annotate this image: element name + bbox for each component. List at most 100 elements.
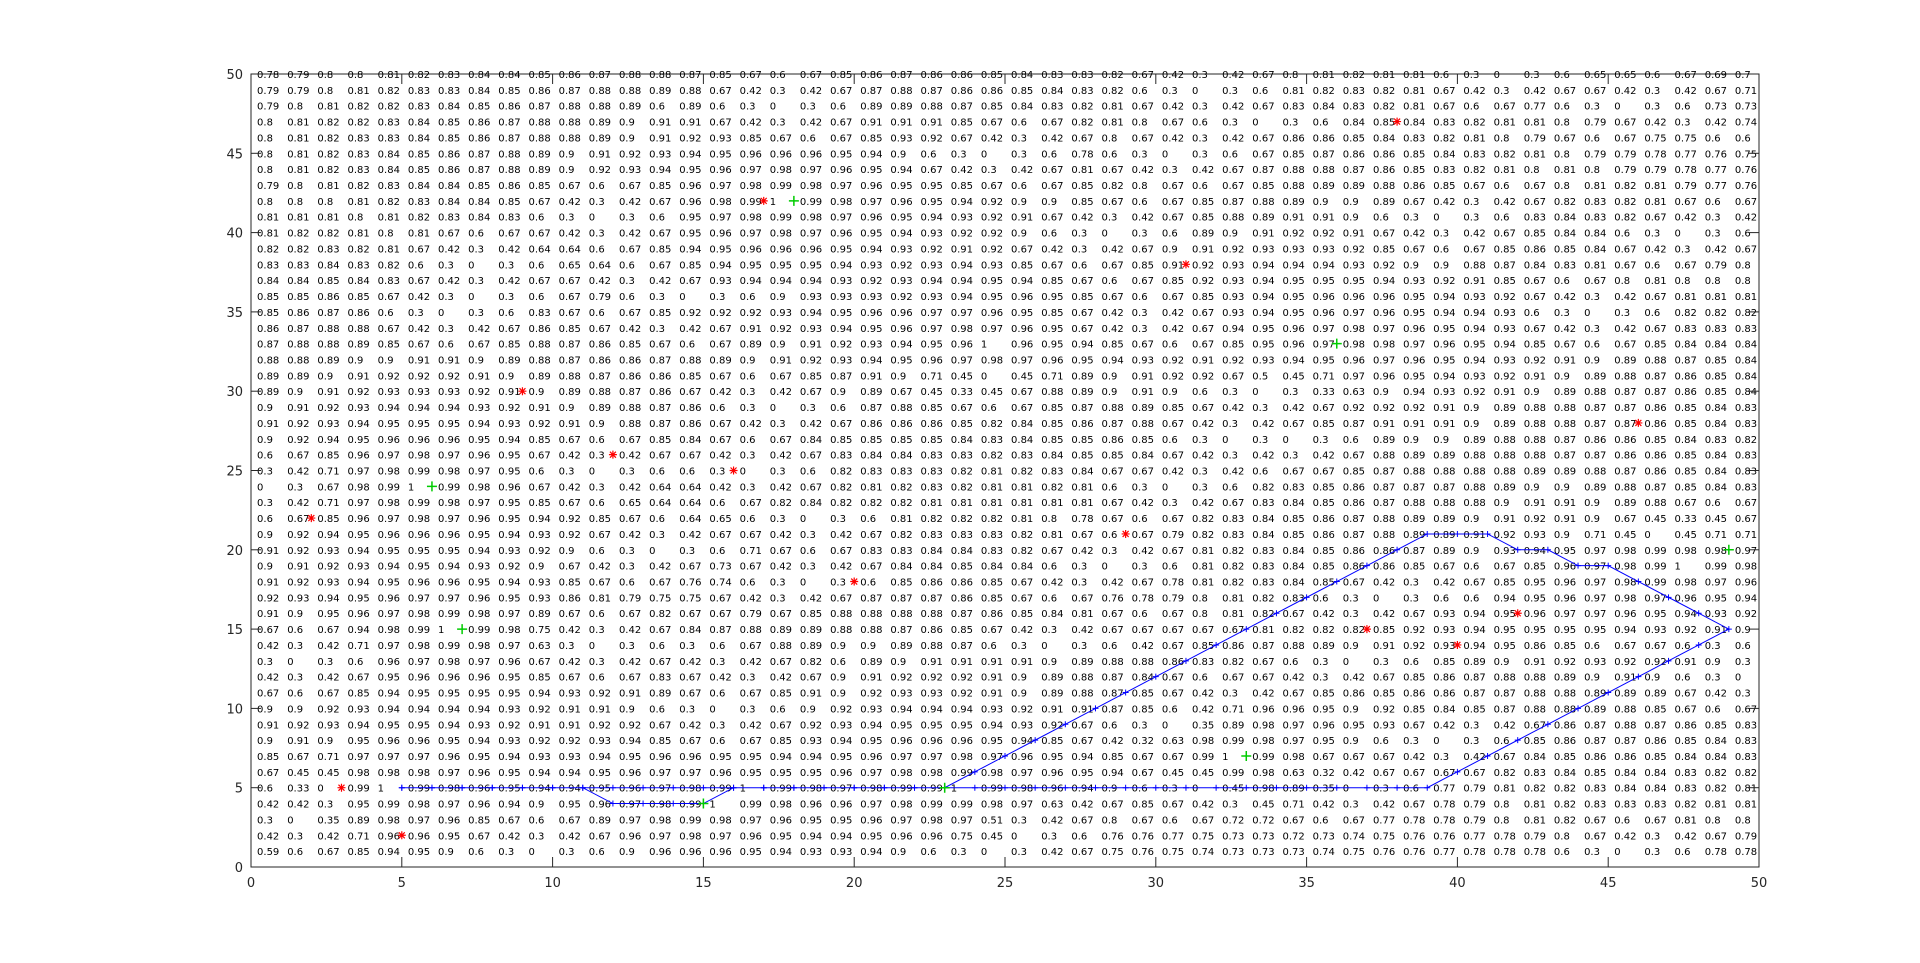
grid-value-label: 0.98 [408,768,430,779]
grid-value-label: 0.87 [890,70,912,81]
grid-value-label: 0.42 [438,244,460,255]
grid-value-label: 0.42 [1132,641,1154,652]
grid-value-label: 0.92 [890,673,912,684]
grid-value-label: 0 [981,149,987,160]
grid-value-label: 0.33 [1675,514,1697,525]
grid-value-label: 0.95 [589,784,611,795]
grid-value-label: 0.74 [709,578,731,589]
grid-value-label: 0.42 [770,387,792,398]
grid-value-label: 0.79 [1735,831,1757,842]
grid-value-label: 0.6 [1554,276,1570,287]
grid-value-label: 0.94 [528,689,550,700]
grid-value-label: 0.81 [1524,118,1546,129]
grid-value-label: 0.3 [1433,229,1449,240]
grid-value-label: 0.83 [830,451,852,462]
grid-value-label: 0.91 [770,355,792,366]
grid-value-label: 0 [1343,784,1349,795]
grid-value-label: 0.87 [1584,419,1606,430]
grid-value-label: 0.3 [709,292,725,303]
grid-value-label: 0.6 [1494,736,1510,747]
grid-value-label: 0.67 [1102,197,1124,208]
grid-value-label: 0.67 [709,435,731,446]
grid-value-label: 0.94 [378,704,400,715]
grid-value-label: 0.6 [709,641,725,652]
grid-value-label: 0.86 [951,593,973,604]
grid-value-label: 0.96 [619,831,641,842]
grid-value-label: 0.83 [1282,102,1304,113]
grid-value-label: 0.85 [1071,181,1093,192]
grid-value-label: 0.6 [981,403,997,414]
grid-value-label: 0.83 [860,546,882,557]
grid-value-label: 0.98 [468,482,490,493]
grid-value-label: 0.67 [287,514,309,525]
grid-value-label: 0.67 [1071,308,1093,319]
grid-value-label: 0.91 [649,118,671,129]
grid-value-label: 0.94 [679,149,701,160]
grid-value-label: 0.67 [1614,514,1636,525]
grid-value-label: 0.83 [1071,70,1093,81]
grid-value-label: 0.83 [1252,578,1274,589]
grid-value-label: 0.67 [619,609,641,620]
grid-value-label: 0.6 [649,102,665,113]
grid-value-label: 0.89 [1132,403,1154,414]
grid-value-label: 0.42 [1614,324,1636,335]
grid-value-label: 0.87 [890,593,912,604]
grid-value-label: 0.3 [1584,324,1600,335]
grid-value-label: 0.98 [1282,752,1304,763]
grid-value-label: 0.92 [287,419,309,430]
x-tick-label: 15 [695,876,712,891]
grid-value-label: 0.84 [1524,260,1546,271]
grid-value-label: 0.94 [860,149,882,160]
grid-value-label: 0.3 [740,102,756,113]
grid-value-label: 0.85 [1192,292,1214,303]
grid-value-label: 0.3 [619,641,635,652]
path-node-marker [1182,657,1189,664]
grid-value-label: 0.85 [1343,467,1365,478]
grid-value-label: 0.73 [1313,831,1335,842]
grid-value-label: 0 [1282,435,1288,446]
grid-value-label: 0.87 [1614,736,1636,747]
grid-value-label: 0.42 [1222,102,1244,113]
grid-value-label: 0.96 [468,768,490,779]
grid-value-label: 0.3 [257,467,273,478]
grid-value-label: 0.84 [1041,609,1063,620]
grid-value-label: 0.83 [921,451,943,462]
grid-value-label: 0.42 [619,324,641,335]
grid-value-label: 0.85 [348,847,370,858]
grid-value-label: 0.81 [287,133,309,144]
grid-value-label: 0 [1614,102,1620,113]
grid-value-label: 0.96 [860,752,882,763]
grid-value-label: 0.3 [1463,70,1479,81]
grid-value-label: 0.85 [257,752,279,763]
grid-value-label: 0.9 [317,371,333,382]
grid-value-label: 0.96 [468,514,490,525]
grid-value-label: 0.42 [559,625,581,636]
grid-value-label: 0.87 [1644,482,1666,493]
grid-value-label: 0.85 [890,578,912,589]
grid-value-label: 0.86 [1343,482,1365,493]
grid-value-label: 0.9 [1524,387,1540,398]
grid-value-label: 0.85 [1041,736,1063,747]
grid-value-label: 0.91 [1011,213,1033,224]
grid-value-label: 0.9 [1463,403,1479,414]
grid-value-label: 0.81 [1222,609,1244,620]
grid-value-label: 0.82 [1252,593,1274,604]
grid-value-label: 0.95 [1494,625,1516,636]
grid-value-label: 0.94 [770,752,792,763]
grid-value-label: 0.84 [1705,736,1727,747]
grid-value-label: 0.88 [860,609,882,620]
grid-value-label: 0.6 [498,308,514,319]
grid-value-label: 0.93 [890,133,912,144]
grid-value-label: 0.89 [800,625,822,636]
grid-value-label: 0.67 [1373,673,1395,684]
grid-value-label: 0.95 [890,355,912,366]
grid-value-label: 0.3 [559,467,575,478]
grid-value-label: 0.93 [317,578,339,589]
grid-value-label: 0.85 [1102,752,1124,763]
path-node-marker [1635,673,1642,680]
grid-value-label: 0.3 [1343,609,1359,620]
grid-value-label: 0.67 [1282,689,1304,700]
grid-value-label: 0.94 [1463,308,1485,319]
grid-value-label: 0.67 [981,625,1003,636]
grid-value-label: 0.95 [1011,308,1033,319]
